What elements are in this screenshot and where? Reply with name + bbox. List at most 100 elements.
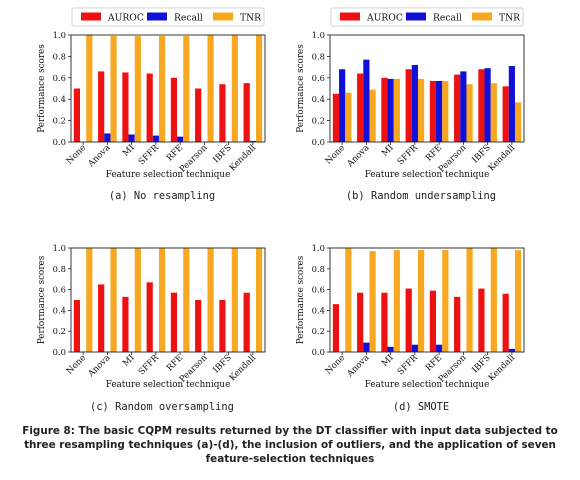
bar-auroc-anova [98,71,105,142]
legend: AUROC Recall TNR [71,7,265,27]
figure-caption: Figure 8: The basic CQPM results returne… [22,425,558,465]
y-tick-label: 0.6 [312,73,325,83]
bar-auroc-ibfs [219,300,226,352]
y-tick-label: 0.2 [53,116,66,126]
y-tick-label: 0.8 [312,264,325,274]
bar-tnr-rfe [183,248,190,352]
bar-auroc-anova [98,284,105,352]
bar-recall-ibfs [484,68,491,142]
x-tick-label-ibfs: IBFS [211,353,233,375]
bar-auroc-pearson [454,296,461,352]
y-tick-label: 0.2 [312,326,325,336]
x-tick-label-sffr: SFFR [137,143,162,168]
legend-label-tnr: TNR [499,13,521,24]
legend-label-auroc: AUROC [107,13,144,24]
bar-auroc-rfe [170,77,178,142]
y-tick-label: 0.4 [53,94,66,104]
bar-recall-mi [128,134,135,142]
bar-tnr-ibfs [231,248,238,352]
bar-auroc-kendall [243,292,250,352]
x-axis-label: Feature selection technique [106,170,231,180]
x-tick-label-mi: MI [121,353,137,369]
bar-recall-mi [387,346,394,352]
bar-auroc-sffr [146,73,153,142]
y-tick-label: 1.0 [53,30,66,40]
x-tick-label-none: None [324,143,348,167]
x-tick-label-anova: Anova [86,143,113,170]
y-tick-label: 0.4 [53,305,66,315]
y-tick-label: 0.2 [53,326,66,336]
x-tick-label-none: None [324,353,348,377]
bar-auroc-pearson [454,74,461,142]
legend-swatch-auroc [340,12,360,21]
y-tick-label: 0.4 [312,94,325,104]
bar-recall-anova [363,59,370,142]
y-axis-label: Performance scores [296,44,306,133]
x-tick-label-kendall: Kendall [228,143,259,174]
bar-tnr-pearson [466,84,473,142]
bar-auroc-sffr [405,69,412,142]
bar-recall-anova [363,342,370,352]
bar-tnr-anova [369,89,376,142]
bar-tnr-mi [134,36,141,142]
panel-subcaption: (a) No resampling [109,190,215,202]
y-axis-label: Performance scores [37,255,47,344]
bar-auroc-ibfs [219,84,226,142]
axes-frame [329,247,525,353]
x-tick-label-kendall: Kendall [487,353,518,384]
x-tick-label-none: None [65,353,89,377]
bar-tnr-none [86,248,93,352]
legend-swatch-auroc [81,12,101,21]
bar-tnr-rfe [183,36,190,142]
bar-auroc-mi [122,296,129,352]
y-tick-label: 0.2 [312,116,325,126]
y-axis-label: Performance scores [296,255,306,344]
y-tick-label: 0.6 [53,73,66,83]
x-tick-label-ibfs: IBFS [211,143,233,165]
bar-auroc-ibfs [478,288,485,352]
y-tick-label: 1.0 [312,30,325,40]
bar-recall-kendall [508,66,515,142]
bar-recall-kendall [508,348,515,352]
bar-tnr-kendall [514,250,522,352]
bar-tnr-pearson [207,248,214,352]
bar-auroc-rfe [429,290,437,352]
x-tick-label-rfe: RFE [165,353,185,373]
bar-recall-mi [387,78,394,142]
figure-panels: AUROCRecallTNR0.00.20.40.60.81.0NoneAnov… [37,7,525,413]
bar-tnr-none [345,248,352,352]
legend-swatch-recall [406,12,426,21]
x-tick-label-anova: Anova [86,353,113,380]
bar-recall-sffr [411,64,418,142]
bar-auroc-none [332,93,340,142]
bar-auroc-anova [357,73,364,142]
bar-auroc-kendall [502,293,509,352]
y-axis-label: Performance scores [37,44,47,133]
bar-tnr-anova [369,251,376,352]
bar-tnr-ibfs [490,83,497,142]
bar-tnr-pearson [466,248,473,352]
bar-auroc-pearson [195,300,202,352]
bar-recall-rfe [436,81,443,142]
bar-tnr-pearson [207,35,214,142]
chart-panel-2: AUROC Recall TNR 0.0 0.2 0.4 0.6 0.8 1.0 NoneAnov… [296,7,525,202]
bar-tnr-kendall [514,102,522,142]
bar-auroc-sffr [405,288,412,352]
y-tick-label: 0.8 [53,51,66,61]
bar-auroc-mi [122,72,129,142]
bar-auroc-kendall [502,86,509,142]
legend-label-recall: Recall [433,13,462,24]
legend: AUROC Recall TNR [330,7,524,27]
x-tick-label-ibfs: IBFS [470,353,492,375]
panel-subcaption: (d) SMOTE [393,401,449,413]
bar-tnr-anova [110,248,117,352]
legend-swatch-tnr [213,12,233,21]
bar-tnr-kendall [255,248,263,352]
bar-auroc-none [73,300,81,352]
x-tick-label-sffr: SFFR [396,353,421,378]
x-tick-label-none: None [65,143,89,167]
x-tick-label-rfe: RFE [424,353,444,373]
x-tick-label-anova: Anova [345,353,372,380]
x-axis-label: Feature selection technique [365,170,490,180]
y-tick-label: 0.0 [53,137,66,147]
